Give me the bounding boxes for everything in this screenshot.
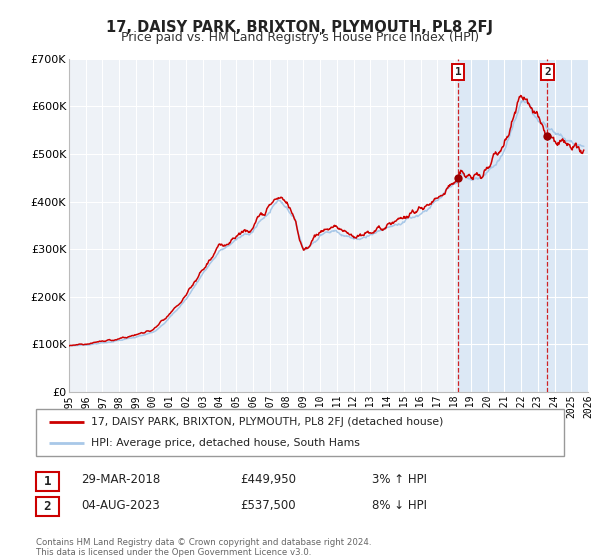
Text: 17, DAISY PARK, BRIXTON, PLYMOUTH, PL8 2FJ: 17, DAISY PARK, BRIXTON, PLYMOUTH, PL8 2… xyxy=(107,20,493,35)
Bar xyxy=(458,59,588,392)
Text: HPI: Average price, detached house, South Hams: HPI: Average price, detached house, Sout… xyxy=(91,438,361,448)
Text: 17, DAISY PARK, BRIXTON, PLYMOUTH, PL8 2FJ (detached house): 17, DAISY PARK, BRIXTON, PLYMOUTH, PL8 2… xyxy=(91,417,444,427)
Text: 2: 2 xyxy=(544,67,551,77)
Text: £537,500: £537,500 xyxy=(240,498,296,512)
Text: Price paid vs. HM Land Registry's House Price Index (HPI): Price paid vs. HM Land Registry's House … xyxy=(121,31,479,44)
Text: Contains HM Land Registry data © Crown copyright and database right 2024.
This d: Contains HM Land Registry data © Crown c… xyxy=(36,538,371,557)
Text: 04-AUG-2023: 04-AUG-2023 xyxy=(81,498,160,512)
Text: 29-MAR-2018: 29-MAR-2018 xyxy=(81,473,160,487)
Text: 1: 1 xyxy=(455,67,461,77)
FancyBboxPatch shape xyxy=(36,409,564,456)
Text: 2: 2 xyxy=(44,500,51,514)
FancyBboxPatch shape xyxy=(36,472,59,491)
FancyBboxPatch shape xyxy=(36,497,59,516)
Text: 8% ↓ HPI: 8% ↓ HPI xyxy=(372,498,427,512)
Text: 1: 1 xyxy=(44,475,51,488)
Text: 3% ↑ HPI: 3% ↑ HPI xyxy=(372,473,427,487)
Text: £449,950: £449,950 xyxy=(240,473,296,487)
